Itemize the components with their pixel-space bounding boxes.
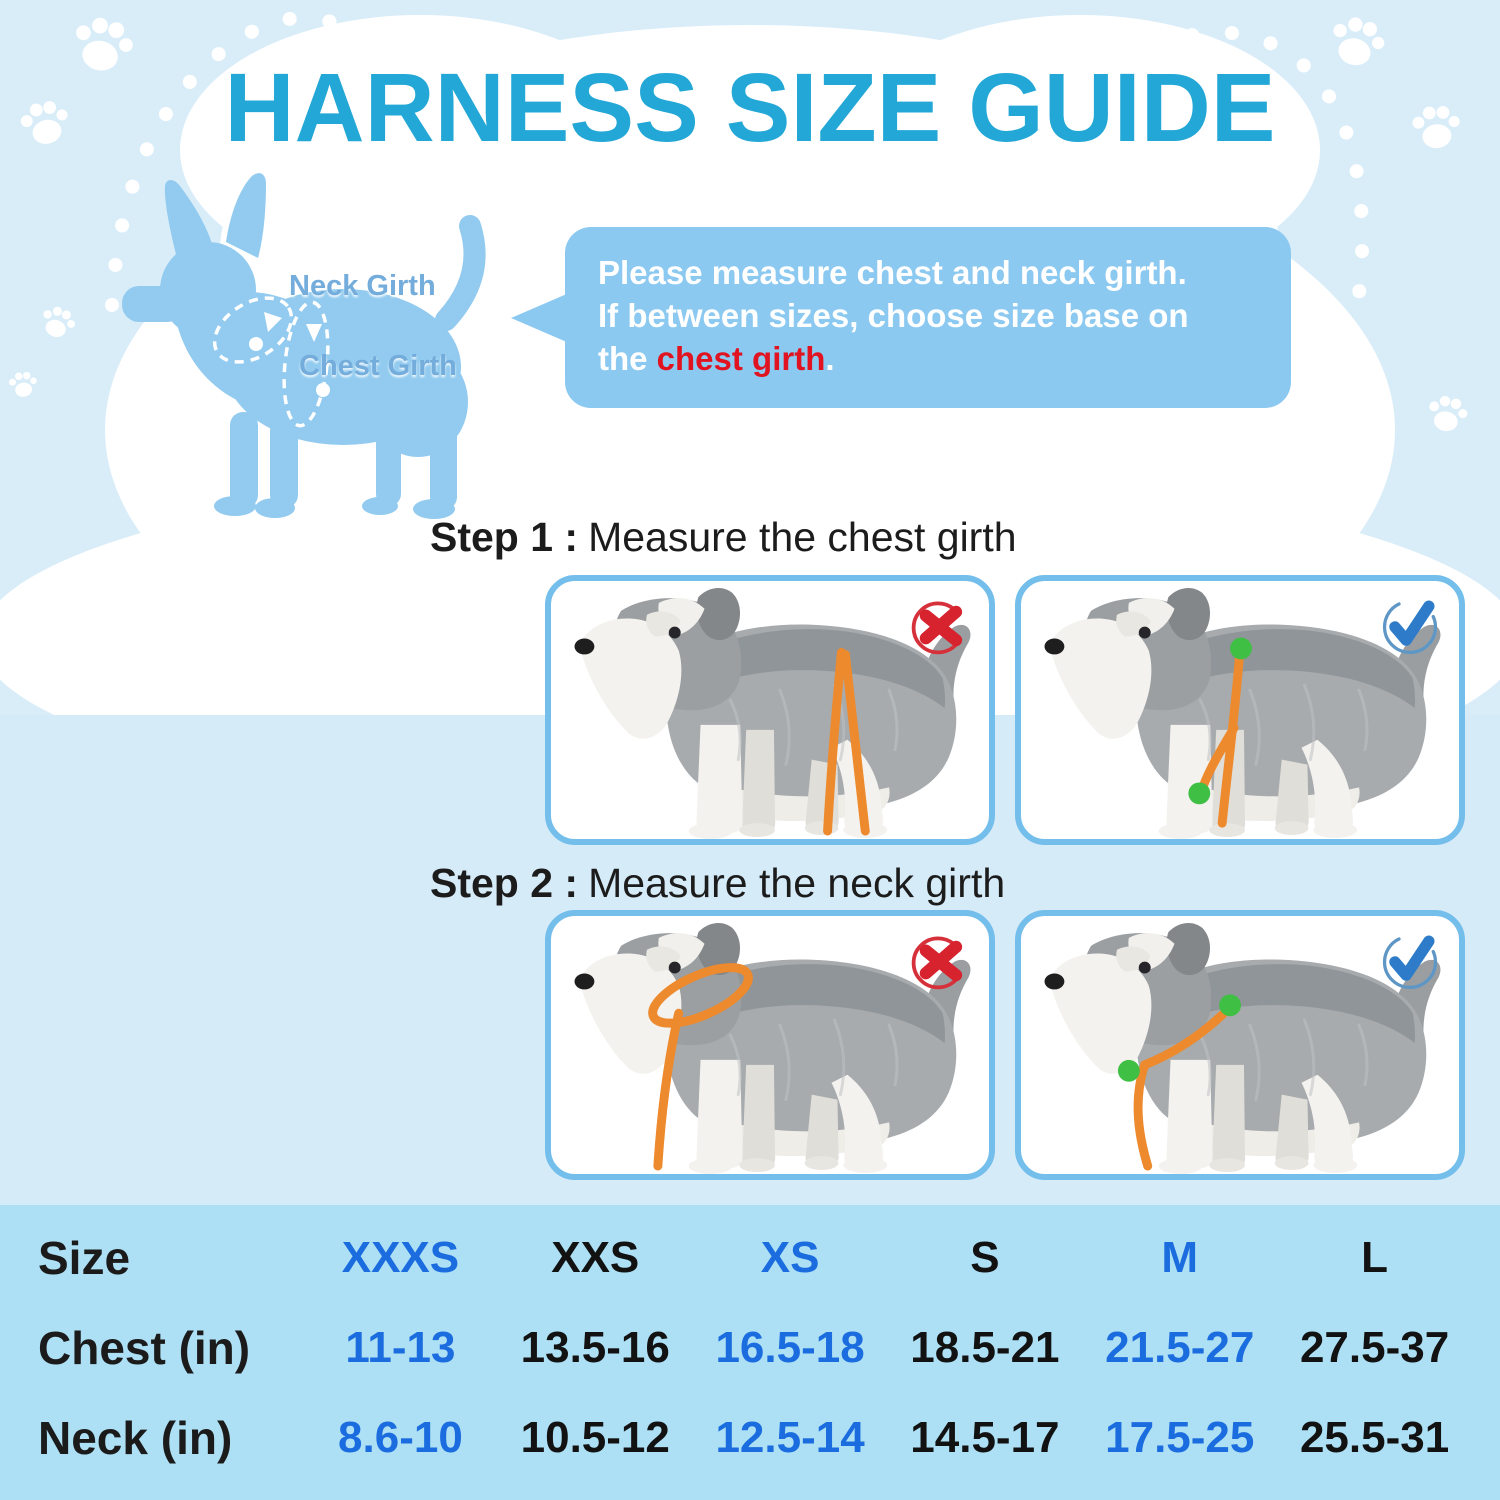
neck-row: Neck (in) 8.6-10 10.5-12 12.5-14 14.5-17… (0, 1393, 1500, 1483)
step-1-heading: Step 1 : Measure the chest girth (430, 514, 1017, 560)
measure-point-dot (1219, 994, 1241, 1017)
paw-dot-trails (105, 11, 1370, 405)
neck-row-label: Neck (in) (38, 1412, 233, 1464)
chest-girth-highlight: chest girth (656, 340, 826, 377)
size-col-xxxs: XXXS (341, 1233, 460, 1282)
x-mark-icon (907, 593, 973, 659)
measure-point-dot (1230, 637, 1252, 660)
neck-value-m: 17.5-25 (1105, 1413, 1255, 1462)
photo-card-neck-correct (1015, 910, 1465, 1180)
size-table: Size XXXS XXS XS S M L Chest (in) 11-13 … (0, 1205, 1500, 1500)
speech-bubble-tail (511, 293, 569, 343)
size-col-m: M (1161, 1233, 1199, 1282)
note-line-1: Please measure chest and neck girth. (598, 254, 1187, 291)
schnauzer-photo (573, 586, 972, 839)
chest-value-xxs: 13.5-16 (520, 1323, 670, 1372)
chest-value-s: 18.5-21 (910, 1323, 1060, 1372)
size-col-s: S (970, 1233, 1000, 1282)
dog-silhouette-diagram (122, 173, 486, 519)
neck-value-l: 25.5-31 (1299, 1413, 1450, 1462)
chest-value-xxxs: 11-13 (345, 1323, 456, 1372)
x-mark-icon (907, 928, 973, 994)
check-mark-icon (1377, 593, 1443, 659)
photo-card-neck-wrong (545, 910, 995, 1180)
size-col-xs: XS (760, 1233, 820, 1282)
size-header-label: Size (38, 1232, 131, 1284)
measuring-tape-wrong-position (823, 647, 870, 836)
neck-girth-label: Neck Girth (289, 270, 436, 302)
size-col-xxs: XXS (551, 1233, 640, 1282)
neck-value-xxs: 10.5-12 (520, 1413, 670, 1462)
chest-value-xs: 16.5-18 (715, 1323, 865, 1372)
schnauzer-photo (573, 921, 972, 1174)
page-title: HARNESS SIZE GUIDE (224, 53, 1276, 162)
neck-value-xxxs: 8.6-10 (338, 1413, 463, 1462)
measure-point-dot (1188, 782, 1211, 805)
neck-value-xs: 12.5-14 (715, 1413, 865, 1462)
chest-row-label: Chest (in) (38, 1322, 251, 1374)
note-line-3: the chest girth. (598, 340, 835, 377)
chest-value-m: 21.5-27 (1105, 1323, 1255, 1372)
schnauzer-photo (1043, 586, 1442, 839)
step-2-heading: Step 2 : Measure the neck girth (430, 860, 1006, 906)
check-mark-icon (1377, 928, 1443, 994)
schnauzer-photo (1043, 921, 1442, 1174)
measure-point-dot (1117, 1059, 1140, 1082)
note-line-2: If between sizes, choose size base on (598, 297, 1189, 334)
measuring-tape-wrong-position (648, 963, 753, 1171)
measuring-tape-correct-position (1133, 1002, 1235, 1171)
size-col-l: L (1361, 1233, 1389, 1282)
photo-card-chest-correct (1015, 575, 1465, 845)
chest-girth-label: Chest Girth (299, 350, 457, 382)
neck-value-s: 14.5-17 (910, 1413, 1060, 1462)
photo-card-chest-wrong (545, 575, 995, 845)
size-table-header-row: Size XXXS XXS XS S M L (0, 1213, 1500, 1303)
chest-value-l: 27.5-37 (1299, 1323, 1450, 1372)
measure-note-bubble: Please measure chest and neck girth. If … (565, 227, 1291, 408)
chest-row: Chest (in) 11-13 13.5-16 16.5-18 18.5-21… (0, 1303, 1500, 1393)
